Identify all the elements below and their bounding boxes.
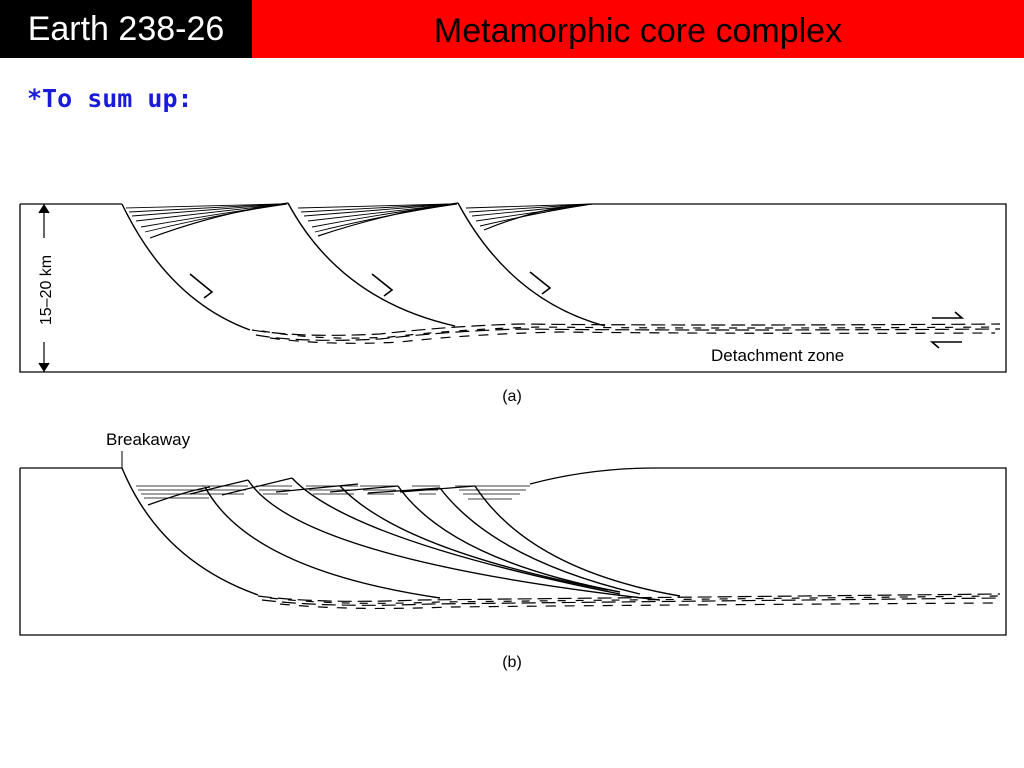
panel-b-caption: (b) [502,654,522,671]
panel-a-frame [19,203,1007,373]
panel-a-fault-1 [121,203,251,331]
panel-a-scale-bar [38,203,50,373]
fault-diagram: 15–20 km Detachment zone (a) [19,202,1007,671]
panel-a-caption: (a) [502,388,522,405]
panel-b-breakaway-label: Breakaway [106,430,191,449]
panel-a-scale-label: 15–20 km [38,255,55,325]
panel-a-fault-2 [287,202,456,327]
panel-a-slip-arrow-3 [529,271,552,295]
header-bar: Earth 238-26 Metamorphic core complex [0,0,1024,58]
panel-a-strata [125,203,593,233]
panel-b [19,451,1007,636]
panel-a-block-2-top [317,202,459,237]
panel-b-strata [136,485,530,500]
panel-b-faults [121,467,681,601]
panel-a-shear-arrow-top [932,311,965,319]
panel-a-block-1-top [149,202,289,239]
panel-a [19,202,1007,373]
panel-b-frame [19,467,1007,636]
course-label: Earth 238-26 [0,0,252,58]
panel-a-fault-3 [457,202,606,327]
panel-a-shear-arrow-bottom [929,341,962,349]
slide-title: Metamorphic core complex [433,12,843,50]
subtitle: *To sum up: [27,84,193,113]
panel-a-slip-arrow-2 [371,273,394,297]
panel-a-slip-arrow-1 [189,273,214,299]
panel-a-detachment-zone [251,323,1001,344]
panel-b-block-tops [147,477,476,506]
panel-b-detachment-zone [257,593,1001,610]
panel-a-zone-label: Detachment zone [711,346,844,365]
